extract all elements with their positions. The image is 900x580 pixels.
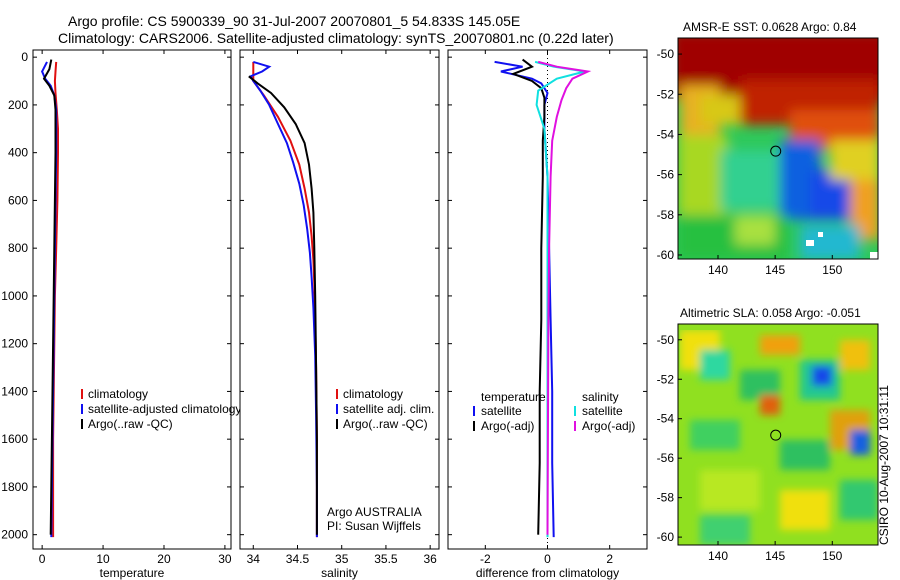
sla-map-title: Altimetric SLA: 0.058 Argo: -0.051 [680, 306, 861, 320]
y-tick-label: -50 [657, 333, 675, 347]
legend-label: Argo(-adj) [481, 419, 534, 433]
x-tick-label: 145 [765, 263, 785, 277]
y-tick-label: 800 [8, 241, 28, 255]
annotation: PI: Susan Wijffels [327, 519, 421, 533]
series-line-magenta [537, 60, 592, 535]
plot-frame [32, 49, 232, 550]
x-axis-label: temperature [100, 566, 165, 580]
legend-label: satellite adj. clim. [343, 402, 434, 416]
map-frame [677, 323, 879, 546]
sst-map-image [678, 38, 878, 259]
salinity-panel: 34 34.5 35 35.5 36 salinity climatologysatelli… [239, 49, 440, 580]
argo-position-marker [770, 429, 782, 441]
argo-position-marker [770, 145, 782, 157]
y-tick-label: 1000 [1, 289, 28, 303]
x-tick-label: 10 [96, 552, 110, 566]
series-line-black [248, 75, 318, 535]
series-line-black [42, 59, 57, 535]
figure-title-line2: Climatology: CARS2006. Satellite-adjuste… [58, 30, 614, 46]
series-group [248, 60, 318, 538]
legend-header: salinity [582, 390, 619, 404]
x-tick-label: 140 [708, 263, 728, 277]
y-tick-label: -58 [657, 208, 675, 222]
x-tick-label: 2 [606, 552, 613, 566]
plot-frame [239, 49, 440, 550]
y-tick-label: 1400 [1, 384, 28, 398]
x-tick-label: -2 [480, 552, 491, 566]
series-group [40, 59, 59, 538]
y-tick-label: 1800 [1, 480, 28, 494]
x-tick-label: 0 [544, 552, 551, 566]
sst-map-title: AMSR-E SST: 0.0628 Argo: 0.84 [683, 20, 857, 34]
map-frame [677, 37, 879, 260]
x-tick-label: 30 [218, 552, 232, 566]
x-axis-label: salinity [321, 566, 358, 580]
x-axis-label: difference from climatology [476, 566, 619, 580]
y-tick-label: -54 [657, 127, 675, 141]
y-tick-label: 400 [8, 146, 28, 160]
x-tick-label: 20 [157, 552, 171, 566]
sla-map-image [678, 324, 878, 545]
figure-title-line1: Argo profile: CS 5900339_90 31-Jul-2007 … [68, 13, 520, 29]
y-tick-label: 1200 [1, 337, 28, 351]
series-group [494, 58, 592, 538]
x-tick-label: 0 [39, 552, 46, 566]
x-tick-label: 150 [822, 263, 842, 277]
x-tick-label: 34 [247, 552, 261, 566]
y-tick-label: -56 [657, 451, 675, 465]
legend-label: satellite-adjusted climatology [88, 402, 241, 416]
legend-label: Argo(..raw -QC) [88, 417, 173, 431]
legend-label: Argo(..raw -QC) [343, 417, 428, 431]
x-tick-label: 36 [423, 552, 437, 566]
y-tick-label: 600 [8, 193, 28, 207]
y-tick-label: 2000 [1, 528, 28, 542]
y-tick-label: 0 [21, 50, 28, 64]
y-tick-label: -60 [657, 248, 675, 262]
x-tick-label: 35.5 [374, 552, 398, 566]
x-tick-label: 145 [765, 549, 785, 563]
y-tick-label: 200 [8, 98, 28, 112]
legend-label: climatology [343, 387, 403, 401]
y-tick-label: -52 [657, 87, 675, 101]
y-tick-label: -50 [657, 47, 675, 61]
y-tick-label: -58 [657, 491, 675, 505]
y-tick-label: -60 [657, 530, 675, 544]
legend-header: temperature [481, 390, 546, 404]
x-tick-label: 140 [708, 549, 728, 563]
y-tick-label: -56 [657, 168, 675, 182]
legend-label: Argo(-adj) [582, 419, 635, 433]
sla-map-axes: 140 145 150 -50 -52 -54 -56 -58 -60 [657, 323, 879, 563]
annotation: Argo AUSTRALIA [327, 505, 422, 519]
sst-map-axes: 140 145 150 -50 -52 -54 -56 -58 -60 [657, 37, 879, 277]
x-tick-label: 150 [822, 549, 842, 563]
x-tick-label: 34.5 [286, 552, 310, 566]
y-tick-label: -52 [657, 372, 675, 386]
legend-label: climatology [88, 387, 148, 401]
legend-label: satellite [582, 404, 623, 418]
x-tick-label: 35 [335, 552, 349, 566]
temperature-panel: 0 10 20 30 0 200 400 600 800 1000 1200 1400 1600 1800… [1, 49, 241, 580]
legend-label: satellite [481, 404, 522, 418]
y-tick-label: 1600 [1, 432, 28, 446]
y-tick-label: -54 [657, 412, 675, 426]
timestamp-label: CSIRO 10-Aug-2007 10:31:11 [877, 385, 891, 545]
